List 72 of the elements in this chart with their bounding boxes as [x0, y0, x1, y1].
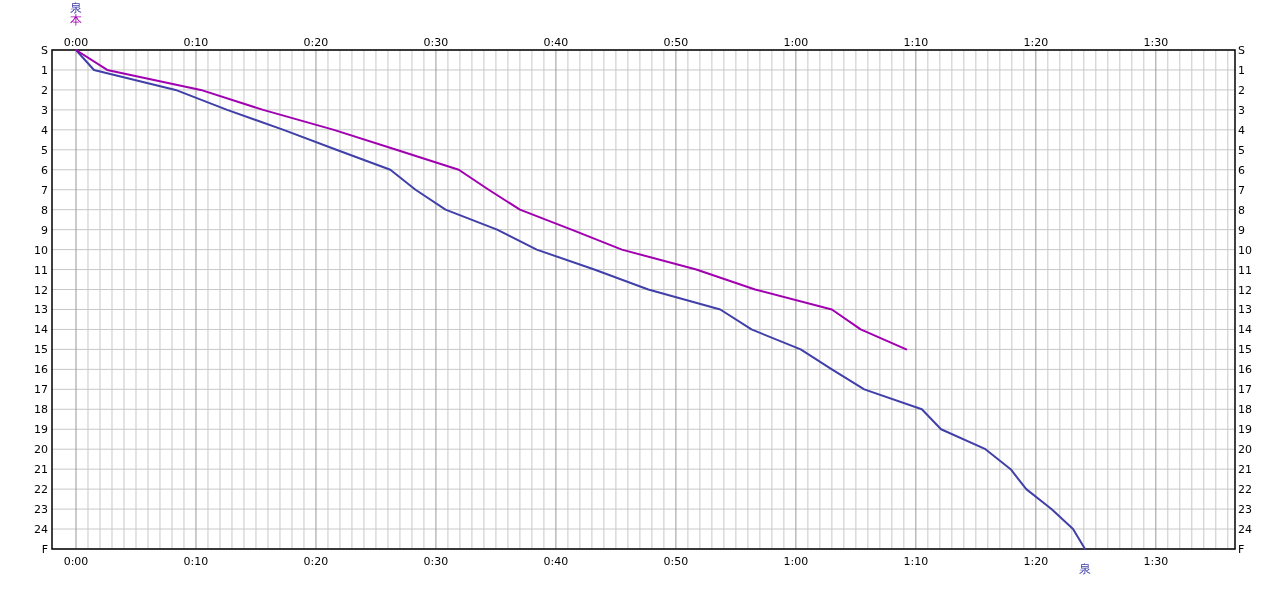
x-tick-label: 0:10 [183, 36, 209, 49]
y2-tick-label: 14 [1238, 323, 1252, 337]
y2-tick-label: 3 [1238, 103, 1245, 117]
y2-tick-label: 19 [1238, 423, 1252, 437]
y-tick-label: 10 [34, 243, 48, 257]
y2-tick-label: 16 [1238, 363, 1252, 377]
y2-tick-label: 4 [1238, 123, 1245, 137]
x-tick-label: 1:10 [903, 36, 929, 49]
y-tick-label: 6 [41, 163, 48, 177]
y-tick-label: 3 [41, 103, 48, 117]
y-tick-label: 18 [34, 403, 48, 417]
y-tick-label: 12 [34, 283, 48, 297]
y-tick-label: 9 [41, 223, 48, 237]
y2-tick-label: 21 [1238, 463, 1252, 477]
y2-tick-label: 9 [1238, 223, 1245, 237]
y2-tick-label: 24 [1238, 523, 1252, 537]
y-tick-label: 22 [34, 483, 48, 497]
y-tick-label: 15 [34, 343, 48, 357]
x2-tick-label: 0:40 [543, 555, 569, 568]
y-tick-label: 4 [41, 123, 48, 137]
y2-tick-label: 1 [1238, 63, 1245, 77]
y2-tick-label: 15 [1238, 343, 1252, 357]
x2-tick-label: 1:20 [1023, 555, 1049, 568]
y-tick-label: 23 [34, 503, 48, 517]
y-tick-label: 14 [34, 323, 48, 337]
x-tick-label: 1:20 [1023, 36, 1049, 49]
y2-tick-label: 2 [1238, 83, 1245, 97]
x-tick-label: 0:00 [63, 36, 89, 49]
y-tick-label: 17 [34, 383, 48, 397]
y2-tick-label: F [1238, 543, 1245, 556]
x2-tick-label: 0:20 [303, 555, 329, 568]
x-tick-label: 0:50 [663, 36, 689, 49]
x-tick-label: 1:00 [783, 36, 809, 49]
y-tick-label: 2 [41, 83, 48, 97]
y2-tick-label: 10 [1238, 243, 1252, 257]
y2-tick-label: 7 [1238, 183, 1245, 197]
y-tick-label: 21 [34, 463, 48, 477]
y2-tick-label: 8 [1238, 203, 1245, 217]
x2-tick-label: 0:50 [663, 555, 689, 568]
x2-tick-label: 0:30 [423, 555, 449, 568]
y-tick-label: 13 [34, 303, 48, 317]
y2-tick-label: 12 [1238, 283, 1252, 297]
y-tick-label: 5 [41, 143, 48, 157]
y2-tick-label: 13 [1238, 303, 1252, 317]
x-tick-label: 0:20 [303, 36, 329, 49]
y2-tick-label: 22 [1238, 483, 1252, 497]
x2-tick-label: 1:00 [783, 555, 809, 568]
y-tick-label: 1 [41, 63, 48, 77]
y2-tick-label: 23 [1238, 503, 1252, 517]
x2-tick-label: 0:10 [183, 555, 209, 568]
x-tick-label: 1:30 [1143, 36, 1169, 49]
y2-tick-label: 11 [1238, 263, 1252, 277]
x2-tick-label: 1:30 [1143, 555, 1169, 568]
x-tick-label: 0:40 [543, 36, 569, 49]
y-tick-label: 20 [34, 443, 48, 457]
y2-tick-label: 17 [1238, 383, 1252, 397]
y2-tick-label: 5 [1238, 143, 1245, 157]
y-tick-label: F [41, 543, 48, 556]
y-tick-label: 24 [34, 523, 48, 537]
y2-tick-label: 20 [1238, 443, 1252, 457]
y2-tick-label: S [1238, 44, 1245, 57]
y-tick-label: S [41, 44, 49, 57]
y-tick-label: 11 [34, 263, 48, 277]
x2-tick-label: 1:10 [903, 555, 929, 568]
y2-tick-label: 6 [1238, 163, 1245, 177]
x-tick-label: 0:30 [423, 36, 449, 49]
y-tick-label: 8 [41, 203, 48, 217]
y-tick-label: 19 [34, 423, 48, 437]
y2-tick-label: 18 [1238, 403, 1252, 417]
y-tick-label: 16 [34, 363, 48, 377]
x2-tick-label: 0:00 [63, 555, 89, 568]
y-tick-label: 7 [41, 183, 48, 197]
